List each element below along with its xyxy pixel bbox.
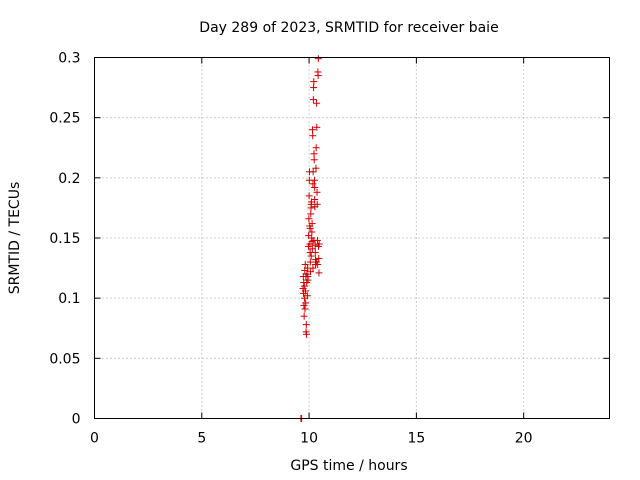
data-point <box>314 55 322 63</box>
chart-title: Day 289 of 2023, SRMTID for receiver bai… <box>199 20 498 36</box>
x-tick-label: 10 <box>300 431 318 447</box>
y-tick-label: 0.3 <box>58 51 80 67</box>
data-point <box>310 156 318 164</box>
plot-frame <box>94 57 610 419</box>
data-point <box>309 96 317 104</box>
data-point <box>313 200 321 208</box>
y-tick-label: 0 <box>72 412 81 428</box>
data-point <box>300 282 308 290</box>
data-point <box>312 258 320 266</box>
data-point <box>306 258 314 266</box>
data-point <box>303 330 311 338</box>
x-tick-label: 15 <box>407 431 425 447</box>
data-point <box>309 126 317 134</box>
data-point <box>312 144 320 152</box>
data-point <box>310 84 318 92</box>
data-point <box>301 260 309 268</box>
data-point <box>315 269 323 277</box>
data-point <box>307 210 315 218</box>
data-point <box>311 183 319 191</box>
y-tick-label: 0.25 <box>49 111 80 127</box>
grid-lines <box>94 57 610 419</box>
data-point <box>310 176 318 184</box>
data-point <box>309 132 317 140</box>
data-point <box>303 292 311 300</box>
axis-ticks: 0 5 10 15 20 0 0.05 0.1 0.15 0.2 0.25 0.3 <box>49 51 610 447</box>
data-point <box>307 252 315 260</box>
data-point <box>309 264 317 272</box>
y-axis-label: SRMTID / TECUs <box>7 182 23 295</box>
data-point <box>309 180 317 188</box>
data-point <box>311 195 319 203</box>
data-point <box>308 220 316 228</box>
data-point <box>311 241 319 249</box>
data-point <box>302 299 310 307</box>
x-tick-label: 0 <box>90 431 99 447</box>
data-point <box>301 305 309 313</box>
data-point <box>307 268 315 276</box>
data-point <box>302 321 310 329</box>
data-point <box>308 228 316 236</box>
y-tick-label: 0.05 <box>49 351 80 367</box>
data-point <box>308 238 316 246</box>
data-point <box>304 273 312 281</box>
data-point <box>309 168 317 176</box>
x-axis-label: GPS time / hours <box>290 458 407 474</box>
data-point <box>310 78 318 86</box>
x-tick-label: 20 <box>515 431 533 447</box>
data-point <box>311 248 319 256</box>
data-point <box>312 164 320 172</box>
data-point <box>315 254 323 262</box>
data-point <box>305 215 313 223</box>
data-point <box>310 150 318 158</box>
y-tick-label: 0.1 <box>58 291 80 307</box>
data-point <box>305 192 313 200</box>
data-point <box>310 236 318 244</box>
data-point <box>313 188 321 196</box>
data-point <box>300 312 308 320</box>
data-points <box>297 55 323 422</box>
y-tick-label: 0.2 <box>58 171 80 187</box>
data-point <box>314 72 322 80</box>
x-tick-label: 5 <box>197 431 206 447</box>
data-point <box>313 123 321 131</box>
data-point <box>313 99 321 107</box>
data-point <box>315 240 323 248</box>
data-point <box>308 245 316 253</box>
y-tick-label: 0.15 <box>49 231 80 247</box>
data-point <box>301 287 309 295</box>
data-point <box>306 224 314 232</box>
